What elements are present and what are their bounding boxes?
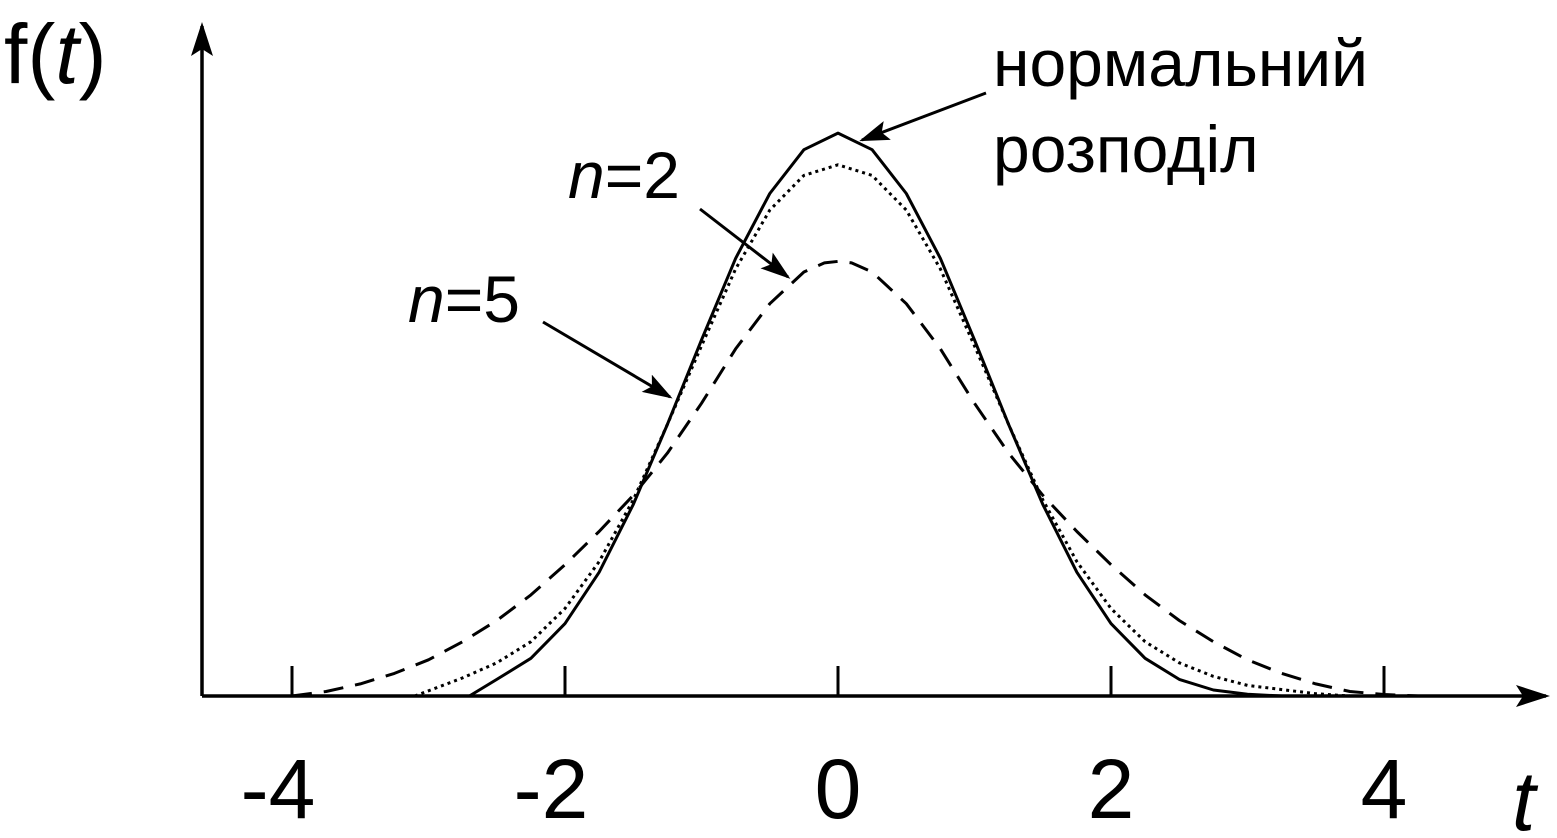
x-tick-label: 2 bbox=[1088, 742, 1135, 836]
annotation-normal-arrow bbox=[859, 91, 987, 142]
x-tick-label: 0 bbox=[815, 742, 862, 836]
annotation-n5-arrow bbox=[542, 320, 673, 399]
annotation-n2-var: n bbox=[568, 138, 605, 212]
series-group bbox=[291, 131, 1419, 698]
y-axis-title-var: t bbox=[55, 7, 82, 101]
annotation-n5-var: n bbox=[408, 262, 445, 336]
x-tick-label: -4 bbox=[241, 742, 316, 836]
series-line-normal bbox=[468, 131, 1282, 698]
annotation-n5-label: n=5 bbox=[408, 262, 520, 336]
series-line-n2 bbox=[414, 163, 1351, 698]
annotation-normal-line2: розподіл bbox=[993, 112, 1259, 186]
annotation-normal-line1: нормальний bbox=[993, 26, 1368, 100]
x-axis-title: t bbox=[1512, 754, 1539, 838]
y-axis-title-suffix: ) bbox=[79, 7, 107, 101]
annotation-n2-label: n=2 bbox=[568, 138, 680, 212]
x-ticks: -4 -2 0 2 4 bbox=[241, 666, 1408, 836]
x-tick-label: 4 bbox=[1361, 742, 1408, 836]
y-axis-title-prefix: f( bbox=[4, 7, 55, 101]
y-axis-title: f(t) bbox=[4, 7, 107, 101]
annotation-n5-text: =5 bbox=[445, 262, 520, 336]
x-tick-label: -2 bbox=[514, 742, 589, 836]
annotation-n2-arrow bbox=[699, 207, 791, 279]
annotation-n2-text: =2 bbox=[605, 138, 680, 212]
